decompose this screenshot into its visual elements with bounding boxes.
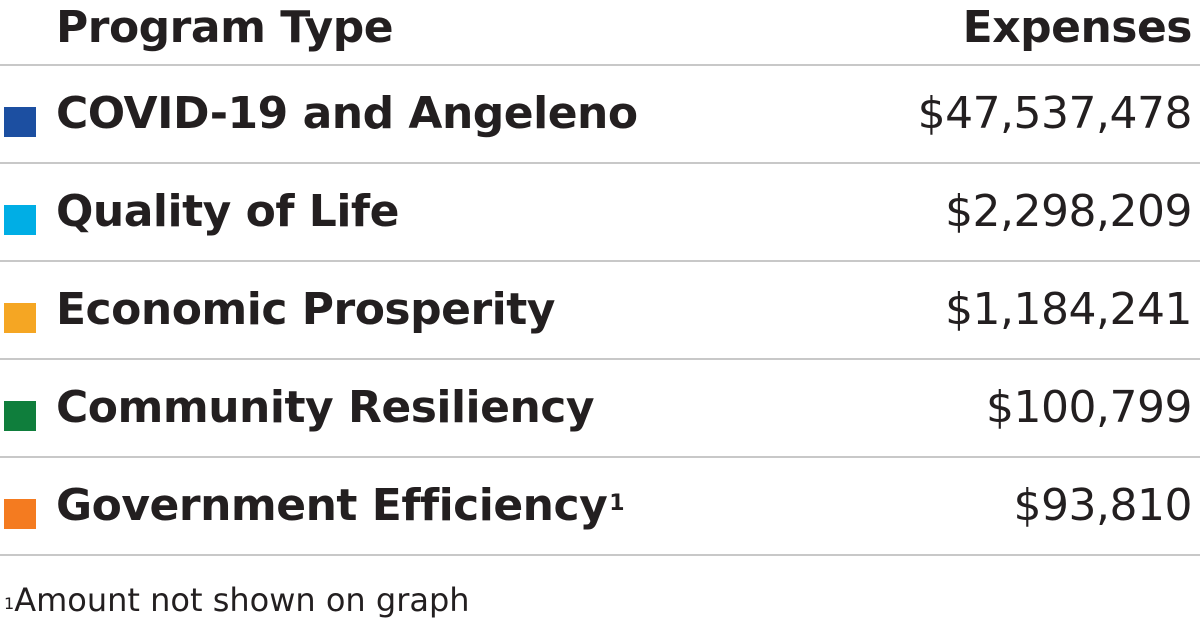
- table-row: Community Resiliency $100,799: [0, 358, 1200, 456]
- program-type-label: COVID-19 and Angeleno: [56, 84, 638, 144]
- footnote-marker: 1: [4, 594, 15, 613]
- program-type-label: Community Resiliency: [56, 378, 595, 438]
- program-type-label: Quality of Life: [56, 182, 399, 242]
- legend-swatch: [4, 401, 36, 431]
- program-type-text: COVID-19 and Angeleno: [56, 88, 638, 139]
- expense-value: $100,799: [986, 382, 1192, 433]
- table-header: Program Type Expenses: [0, 0, 1200, 64]
- legend-swatch: [4, 107, 36, 137]
- legend-swatch: [4, 303, 36, 333]
- program-type-text: Community Resiliency: [56, 382, 595, 433]
- program-type-label: Government Efficiency1: [56, 476, 625, 536]
- footnote-marker: 1: [609, 491, 625, 516]
- program-type-text: Quality of Life: [56, 186, 399, 237]
- table-row: COVID-19 and Angeleno $47,537,478: [0, 64, 1200, 162]
- expenses-table: Program Type Expenses COVID-19 and Angel…: [0, 0, 1200, 556]
- program-type-text: Economic Prosperity: [56, 284, 555, 335]
- legend-swatch: [4, 499, 36, 529]
- expense-value: $2,298,209: [945, 186, 1192, 237]
- footnote: 1Amount not shown on graph: [4, 578, 470, 622]
- program-type-label: Economic Prosperity: [56, 280, 555, 340]
- expense-value: $47,537,478: [917, 88, 1193, 139]
- table-row: Government Efficiency1 $93,810: [0, 456, 1200, 556]
- table-row: Quality of Life $2,298,209: [0, 162, 1200, 260]
- column-header-expenses: Expenses: [962, 2, 1193, 53]
- table-row: Economic Prosperity $1,184,241: [0, 260, 1200, 358]
- column-header-program-type: Program Type: [56, 2, 394, 53]
- program-type-text: Government Efficiency: [56, 480, 608, 531]
- expense-value: $1,184,241: [945, 284, 1192, 335]
- legend-swatch: [4, 205, 36, 235]
- expense-value: $93,810: [1013, 480, 1193, 531]
- footnote-text: Amount not shown on graph: [14, 581, 470, 619]
